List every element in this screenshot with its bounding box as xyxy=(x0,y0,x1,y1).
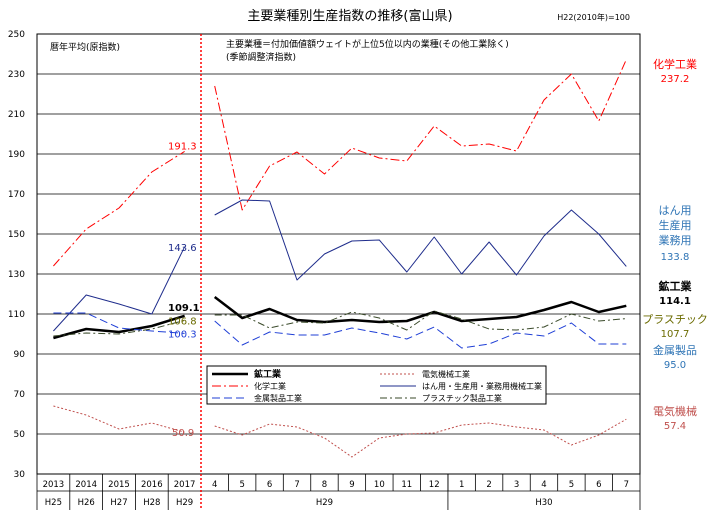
x-axis: 2013 H25 2014 H26 2015 H27 2016 H28 2017 H29 4 5 6 7 8… xyxy=(36,474,641,510)
legend-label-machinery: はん用・生産用・業務用機械工業 xyxy=(422,381,542,391)
end-value-mining: 114.1 xyxy=(659,296,691,307)
series-line-annual-mining xyxy=(53,314,185,340)
y-tick-label: 230 xyxy=(8,70,25,80)
monthly-note-1: 主要業種＝付加価値額ウェイトが上位5位以内の業種(その他工業除く) xyxy=(226,38,509,50)
legend-box xyxy=(206,365,547,405)
legend-label-plastic: プラスチック製品工業 xyxy=(422,393,502,403)
monthly-note-2: (季節調整済指数) xyxy=(226,51,296,63)
series-line-monthly-chemical xyxy=(214,59,627,211)
callout-value-electric: 50.9 xyxy=(172,428,194,439)
series-line-monthly-machinery xyxy=(214,199,627,281)
x-tick-label: 7 xyxy=(294,480,299,490)
callout-value-chemical: 191.3 xyxy=(168,141,197,152)
series-line-annual-electric xyxy=(53,405,185,433)
gridlines xyxy=(37,73,640,435)
end-label-mining: 鉱工業 xyxy=(659,279,693,293)
end-value-machinery: 133.8 xyxy=(661,252,690,263)
end-value-electric: 57.4 xyxy=(664,421,686,432)
x-tick-label: 4 xyxy=(212,480,217,490)
x-tick-label: 1 xyxy=(459,480,464,490)
base-note: H22(2010年)=100 xyxy=(557,12,630,22)
series-lines xyxy=(53,59,627,458)
series-line-monthly-plastic xyxy=(214,310,627,331)
end-value-metal: 95.0 xyxy=(664,360,686,371)
x-tick-label: 8 xyxy=(322,480,327,490)
x-tick-label: 2 xyxy=(486,480,491,490)
y-tick-label: 30 xyxy=(14,470,26,480)
chart-title: 主要業種別生産指数の推移(富山県) xyxy=(247,8,452,24)
end-label-electric: 電気機械 xyxy=(653,404,697,418)
series-line-monthly-mining xyxy=(213,296,627,324)
y-tick-label: 190 xyxy=(8,150,25,160)
y-tick-label: 170 xyxy=(8,190,25,200)
x-tick-label: 2017 xyxy=(174,480,196,490)
callout-value-metal: 100.3 xyxy=(168,329,197,340)
end-label-plastic: プラスチック xyxy=(642,313,708,326)
y-tick-label: 50 xyxy=(14,430,26,440)
series-line-annual-metal xyxy=(53,312,185,334)
y-tick-label: 150 xyxy=(8,230,25,240)
x-era-label: H29 xyxy=(176,498,193,508)
y-tick-label: 110 xyxy=(8,310,25,320)
legend-label-mining: 鉱工業 xyxy=(254,368,282,380)
y-tick-label: 250 xyxy=(8,30,25,40)
x-era-label: H28 xyxy=(143,498,160,508)
x-tick-label: 6 xyxy=(267,480,272,490)
legend-label-chemical: 化学工業 xyxy=(254,381,286,391)
x-group-label: H30 xyxy=(535,498,552,508)
legend-label-metal: 金属製品工業 xyxy=(254,393,302,403)
x-tick-label: 4 xyxy=(541,480,546,490)
y-tick-label: 90 xyxy=(14,350,26,360)
x-tick-label: 11 xyxy=(401,480,412,490)
x-era-label: H26 xyxy=(78,498,95,508)
y-axis: 30 50 70 90 110 130 150 170 190 210 230 250 xyxy=(8,30,25,480)
x-tick-label: 2016 xyxy=(141,480,163,490)
y-tick-label: 210 xyxy=(8,110,25,120)
x-tick-label: 10 xyxy=(374,480,385,490)
y-tick-label: 130 xyxy=(8,270,25,280)
x-tick-label: 2014 xyxy=(75,480,97,490)
series-line-monthly-electric xyxy=(214,418,627,458)
series-line-annual-plastic xyxy=(53,319,185,337)
annual-callouts: 109.1 50.9 191.3 143.6 100.3 106.8 xyxy=(168,141,200,439)
x-tick-label: 5 xyxy=(569,480,574,490)
x-tick-label: 7 xyxy=(624,480,629,490)
series-line-annual-chemical xyxy=(53,150,185,267)
end-label-machinery: 生産用 xyxy=(659,218,692,232)
end-value-chemical: 237.2 xyxy=(661,74,690,85)
callout-value-machinery: 143.6 xyxy=(168,243,197,254)
end-label-machinery: 業務用 xyxy=(659,233,692,247)
end-value-plastic: 107.7 xyxy=(661,329,690,340)
end-label-machinery: はん用 xyxy=(659,204,692,217)
x-tick-label: 5 xyxy=(239,480,244,490)
x-tick-label: 6 xyxy=(596,480,601,490)
x-era-label: H27 xyxy=(110,498,127,508)
x-group-label: H29 xyxy=(316,498,333,508)
legend-label-electric: 電気機械工業 xyxy=(422,369,470,379)
x-tick-label: 3 xyxy=(514,480,519,490)
series-line-annual-machinery xyxy=(53,246,186,332)
end-label-metal: 金属製品 xyxy=(653,343,697,357)
series-line-monthly-metal xyxy=(214,320,627,349)
x-tick-label: 2013 xyxy=(43,480,65,490)
x-tick-label: 12 xyxy=(429,480,440,490)
x-tick-label: 9 xyxy=(349,480,354,490)
plot-frame xyxy=(36,33,641,475)
x-tick-label: 2015 xyxy=(108,480,130,490)
x-era-label: H25 xyxy=(45,498,62,508)
callout-value-plastic: 106.8 xyxy=(168,316,197,327)
y-tick-label: 70 xyxy=(14,390,26,400)
annual-average-label: 暦年平均(原指数) xyxy=(50,41,120,53)
end-label-chemical: 化学工業 xyxy=(653,57,697,71)
callout-value-mining: 109.1 xyxy=(168,303,200,314)
